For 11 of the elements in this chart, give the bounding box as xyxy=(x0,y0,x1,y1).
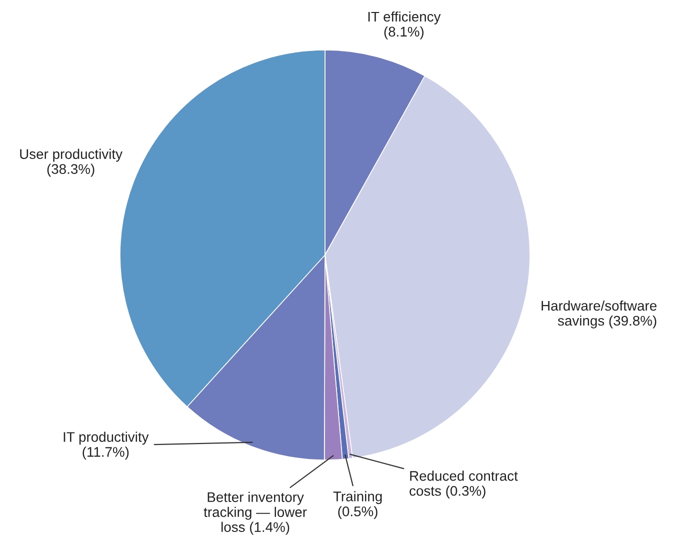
slice-label: IT efficiency xyxy=(368,11,441,24)
data-label: (11.7%) xyxy=(82,446,129,460)
data-label: (0.5%) xyxy=(338,506,378,520)
slice-label: User productivity xyxy=(20,148,122,162)
slice-label: Better inventory tracking — lower loss (1.4%) xyxy=(204,492,307,535)
data-label: (8.1%) xyxy=(384,26,424,40)
slice-label: IT productivity xyxy=(64,432,149,445)
data-label: (38.3%) xyxy=(47,164,94,177)
slice-label: Training xyxy=(333,491,382,504)
slice-label: Reduced contract costs (0.3%) xyxy=(410,470,518,499)
slice-label: Hardware/software savings (39.8%) xyxy=(542,300,656,328)
